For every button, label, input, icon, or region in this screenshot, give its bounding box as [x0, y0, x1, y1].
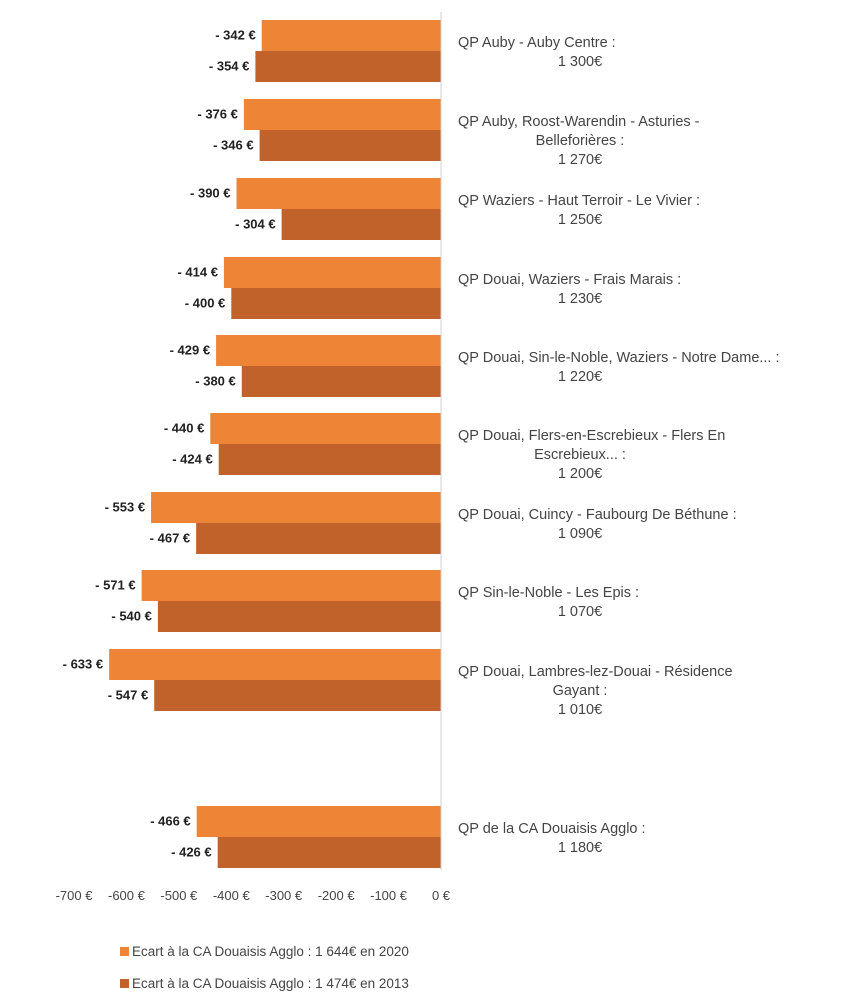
bar-2013 [241, 366, 441, 397]
bar-2020 [196, 806, 441, 837]
bar-value-label: - 426 € [171, 845, 211, 860]
legend-swatch-2020 [120, 946, 129, 956]
category-label: QP Sin-le-Noble - Les Epis : [458, 585, 639, 601]
bar-2020 [223, 257, 441, 288]
bar-2020 [151, 492, 441, 523]
bar-2020 [210, 413, 441, 444]
category-label: 1 090€ [558, 526, 602, 542]
bar-2013 [255, 51, 441, 82]
bar-2013 [231, 288, 441, 319]
category-label: QP Auby, Roost-Warendin - Asturies - [458, 114, 700, 130]
category-label: Gayant : [553, 683, 608, 699]
x-tick-label: -600 € [108, 888, 146, 903]
bar-value-label: - 354 € [209, 59, 249, 74]
bar-chart: - 342 € - 376 € - 390 € - 414 € - 429 € - 440… [56, 12, 780, 903]
bar-2013 [259, 130, 441, 161]
category-label: QP Douai, Waziers - Frais Marais : [458, 272, 681, 288]
legend-item-2020: Ecart à la CA Douaisis Agglo : 1 644€ en… [120, 943, 409, 959]
x-tick-label: -300 € [265, 888, 303, 903]
bar-2020 [109, 649, 442, 680]
x-tick-label: -500 € [160, 888, 198, 903]
category-label: Escrebieux... : [534, 447, 626, 463]
bar-2020 [261, 20, 441, 51]
category-label: 1 250€ [558, 212, 602, 228]
bar-2013 [157, 601, 441, 632]
category-label: QP Auby - Auby Centre : [458, 35, 616, 51]
bar-value-label: - 390 € [190, 186, 230, 201]
bar-2013 [217, 837, 441, 868]
bar-value-label: - 346 € [213, 138, 253, 153]
category-label: 1 300€ [558, 54, 602, 70]
bar-value-label: - 547 € [108, 688, 148, 703]
category-label: QP Douai, Cuincy - Faubourg De Béthune : [458, 507, 737, 523]
legend-label-2020: Ecart à la CA Douaisis Agglo : 1 644€ en… [132, 943, 409, 959]
bar-value-label: - 342 € [215, 28, 255, 43]
x-tick-label: -200 € [318, 888, 356, 903]
bar-2020 [236, 178, 441, 209]
category-label: 1 200€ [558, 466, 602, 482]
bar-2013 [154, 680, 442, 711]
category-label: Belleforières : [536, 133, 625, 149]
bar-value-label: - 424 € [172, 452, 212, 467]
bar-value-label: - 540 € [111, 609, 151, 624]
bar-2013 [281, 209, 441, 240]
legend-item-2013: Ecart à la CA Douaisis Agglo : 1 474€ en… [120, 975, 409, 991]
bar-value-label: - 553 € [105, 500, 145, 515]
bar-value-label: - 467 € [150, 531, 190, 546]
category-label: 1 180€ [558, 840, 602, 856]
bar-value-label: - 400 € [185, 296, 225, 311]
category-label: QP Douai, Sin-le-Noble, Waziers - Notre … [458, 350, 780, 366]
legend-swatch-2013 [120, 978, 129, 988]
category-label: 1 230€ [558, 291, 602, 307]
category-label: 1 070€ [558, 604, 602, 620]
x-tick-label: -100 € [370, 888, 408, 903]
x-tick-label: -400 € [213, 888, 251, 903]
bar-value-label: - 414 € [177, 265, 217, 280]
bar-value-label: - 429 € [170, 343, 210, 358]
bar-value-label: - 571 € [95, 578, 135, 593]
category-label: QP Waziers - Haut Terroir - Le Vivier : [458, 193, 700, 209]
category-label: 1 220€ [558, 369, 602, 385]
bar-2020 [243, 99, 441, 130]
bar-value-label: - 376 € [197, 107, 237, 122]
category-label: QP de la CA Douaisis Agglo : [458, 821, 646, 837]
x-tick-label: 0 € [432, 888, 451, 903]
x-tick-label: -700 € [56, 888, 94, 903]
bar-value-label: - 304 € [235, 217, 275, 232]
category-label: 1 270€ [558, 152, 602, 168]
bar-value-label: - 380 € [195, 374, 235, 389]
bar-2013 [196, 523, 441, 554]
bar-value-label: - 633 € [63, 657, 103, 672]
bar-2020 [216, 335, 441, 366]
bar-2013 [218, 444, 441, 475]
category-label: QP Douai, Lambres-lez-Douai - Résidence [458, 664, 733, 680]
bar-2020 [141, 570, 441, 601]
bar-value-label: - 440 € [164, 421, 204, 436]
bar-value-label: - 466 € [150, 814, 190, 829]
category-label: 1 010€ [558, 702, 602, 718]
legend-label-2013: Ecart à la CA Douaisis Agglo : 1 474€ en… [132, 975, 409, 991]
category-label: QP Douai, Flers-en-Escrebieux - Flers En [458, 428, 725, 444]
